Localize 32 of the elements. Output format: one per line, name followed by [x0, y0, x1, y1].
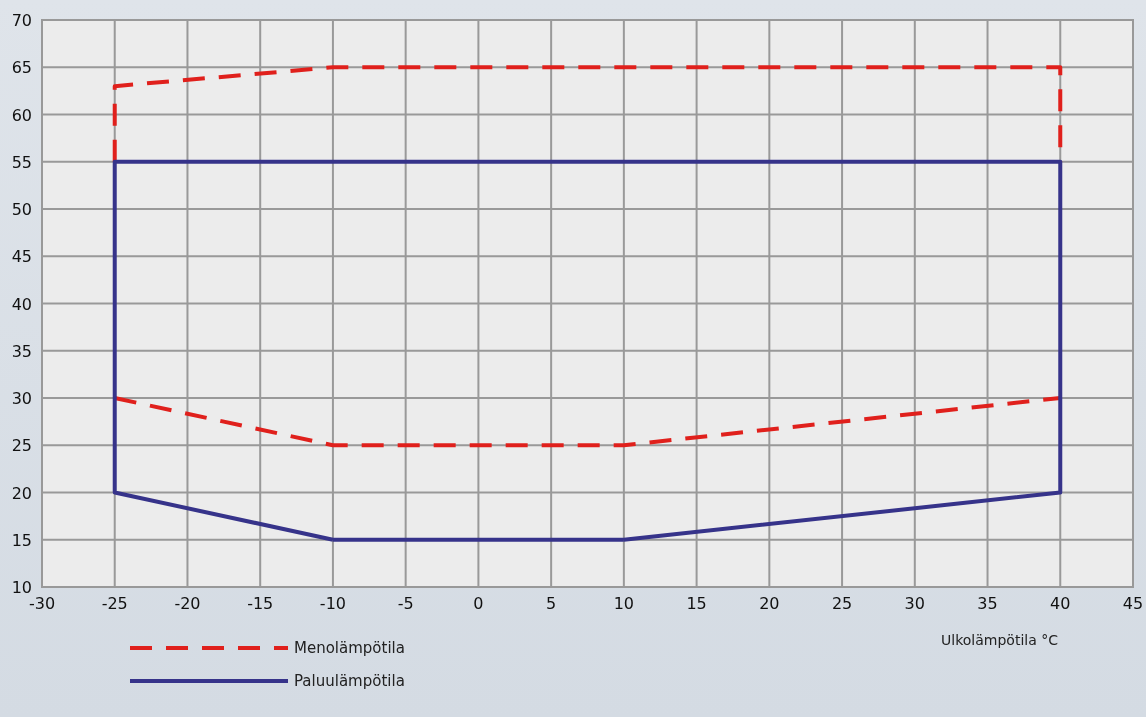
- y-tick-label: 35: [11, 341, 32, 361]
- x-tick-label: 5: [546, 594, 557, 613]
- y-tick-label: 10: [11, 578, 32, 597]
- y-tick-label: 70: [11, 11, 32, 30]
- y-tick-label: 25: [11, 436, 32, 456]
- x-tick-label: 20: [759, 594, 780, 613]
- x-tick-label: 40: [1050, 594, 1071, 613]
- x-tick-label: -5: [397, 594, 414, 613]
- y-tick-label: 65: [11, 58, 32, 78]
- y-tick-label: 55: [11, 152, 32, 172]
- y-tick-label: 30: [11, 389, 32, 408]
- y-tick-label: 60: [11, 105, 32, 125]
- legend-label: Paluulämpötila: [294, 672, 405, 690]
- x-tick-label: -10: [319, 594, 346, 613]
- x-tick-label: 45: [1122, 594, 1144, 613]
- y-tick-label: 40: [11, 294, 32, 314]
- x-tick-label: 15: [686, 594, 707, 613]
- x-tick-label: 10: [613, 594, 635, 613]
- x-tick-label: -30: [28, 594, 56, 613]
- y-tick-label: 45: [11, 247, 32, 267]
- legend-label: Menolämpötila: [294, 639, 405, 657]
- y-tick-label: 50: [11, 200, 32, 219]
- x-tick-label: 30: [904, 594, 925, 613]
- x-tick-label: -20: [174, 594, 201, 613]
- x-tick-label: -15: [247, 594, 274, 613]
- y-tick-label: 20: [11, 483, 32, 503]
- x-tick-label: -25: [101, 594, 128, 613]
- x-tick-label: 0: [473, 594, 484, 613]
- y-tick-label: 15: [11, 530, 32, 550]
- x-axis-title: Ulkolämpötila °C: [941, 632, 1059, 648]
- x-tick-label: 25: [831, 594, 853, 613]
- x-tick-label: 35: [977, 594, 998, 613]
